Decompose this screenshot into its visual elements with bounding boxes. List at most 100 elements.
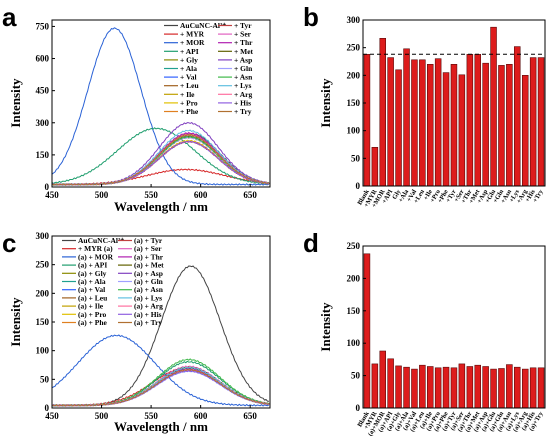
chart-c-series-line: [51, 369, 270, 407]
chart-c-legend: AuCuNC-Al³⁺+ MYR (a)(a) + MOR(a) + API(a…: [62, 236, 164, 327]
chart-c-xtick-label: 650: [243, 411, 257, 421]
legend-label: (a) + MOR: [78, 252, 114, 261]
chart-b-bar: [387, 57, 394, 187]
legend-label: (a) + Pro: [78, 310, 107, 319]
chart-d-ytick-label: 100: [347, 338, 361, 348]
chart-a-legend: AuCuNC-Al³⁺+ MYR+ MOR+ API+ Gly+ Ala+ Va…: [164, 21, 254, 116]
chart-b-ylabel: Intensity: [318, 78, 333, 128]
legend-label: + Asp: [234, 55, 252, 64]
legend-label: + Gln: [234, 64, 253, 73]
chart-c-ytick-label: 50: [40, 374, 50, 384]
chart-d-bar: [458, 363, 466, 409]
chart-c-series-line: [51, 368, 270, 407]
chart-c-series-line: [51, 366, 270, 407]
chart-c-ytick-label: 300: [36, 231, 50, 241]
chart-c-series-line: [51, 360, 270, 407]
panel-label-c: c: [2, 228, 16, 258]
chart-c-series-line: [51, 366, 270, 407]
chart-b-bar: [513, 46, 521, 187]
chart-b-bar: [426, 64, 434, 187]
chart-c-series-line: [51, 366, 270, 407]
legend-label: + Val: [180, 73, 197, 82]
chart-b-bar: [411, 59, 418, 187]
legend-label: AuCuNC-Al³⁺: [78, 236, 124, 245]
chart-d-ytick-label: 250: [347, 241, 361, 251]
chart-b-bar: [442, 72, 450, 187]
chart-d-bar: [387, 358, 394, 409]
legend-label: (a) + Gln: [134, 277, 164, 286]
chart-a-ytick-label: 750: [36, 21, 50, 31]
chart-a-xtick-label: 650: [243, 190, 257, 200]
chart-d-bar: [513, 366, 521, 409]
chart-a-ytick-label: 450: [36, 86, 50, 96]
legend-label: (a) + Asp: [134, 269, 163, 278]
chart-b-bar: [521, 75, 529, 187]
chart-d-bar: [371, 363, 379, 409]
chart-b-bar: [371, 147, 379, 187]
chart-b-bar: [419, 59, 426, 187]
chart-d-plot-frame: [362, 245, 546, 409]
chart-b-bar: [537, 57, 545, 187]
chart-b-bar: [529, 57, 537, 187]
chart-a-ylabel: Intensity: [8, 78, 23, 128]
chart-b-bar: [490, 26, 497, 187]
chart-c-series-line: [51, 369, 270, 407]
legend-label: + Asn: [234, 73, 253, 82]
legend-label: (a) + Thr: [134, 252, 164, 261]
chart-d-bar: [506, 364, 513, 409]
panel-label-b: b: [303, 2, 319, 32]
legend-label: (a) + API: [78, 261, 107, 270]
chart-b-bars: [363, 26, 545, 187]
chart-a-series-line: [51, 127, 270, 185]
legend-label: (a) + Gly: [78, 269, 107, 278]
chart-b-ytick-label: 250: [347, 43, 361, 53]
chart-c: 450 500 550 600 650 0 50 100 150 200 250 300 Wavele…: [8, 231, 271, 434]
legend-label: + Try: [234, 107, 252, 116]
chart-b-bar: [395, 69, 402, 187]
chart-a-xtick-label: 600: [194, 190, 208, 200]
chart-c-series-line: [51, 365, 270, 407]
legend-label: (a) + Try: [134, 318, 162, 327]
chart-b-bar: [498, 65, 505, 187]
chart-b-category-label: +Ile: [423, 188, 435, 201]
legend-label: + MOR: [180, 38, 205, 47]
chart-c-ylabel: Intensity: [8, 297, 23, 347]
legend-label: + Gly: [180, 55, 198, 64]
chart-c-series-line: [51, 367, 270, 407]
legend-label: + His: [234, 98, 251, 107]
legend-label: + MYR: [180, 30, 205, 39]
chart-c-series-group: [51, 265, 270, 407]
chart-d-ytick-label: 50: [351, 371, 361, 381]
legend-label: + Ala: [180, 64, 197, 73]
chart-d-bar: [426, 366, 434, 409]
chart-d-bar: [411, 368, 418, 409]
chart-d-ylabel: Intensity: [318, 302, 333, 352]
chart-a-xtick-label: 550: [144, 190, 158, 200]
chart-a-xtick-label: 500: [95, 190, 109, 200]
legend-label: + Tyr: [234, 21, 252, 30]
chart-a-ytick-label: 0: [45, 182, 50, 192]
legend-label: + Met: [234, 47, 254, 56]
chart-b-bar: [506, 64, 513, 187]
chart-c-ytick-label: 0: [45, 403, 50, 413]
chart-c-xtick-label: 450: [45, 411, 59, 421]
chart-b-bar: [482, 62, 489, 187]
chart-c-ytick-label: 150: [36, 317, 50, 327]
chart-a-ytick-label: 600: [36, 54, 50, 64]
chart-a-ytick-label: 300: [36, 118, 50, 128]
chart-a: 450 500 550 600 650 0 150 300 450 600 750 Waveleng…: [8, 19, 271, 214]
chart-d-bar: [379, 350, 386, 409]
chart-c-xtick-label: 500: [95, 411, 109, 421]
legend-label: (a) + Leu: [78, 293, 107, 302]
chart-d-ytick-label: 150: [347, 306, 361, 316]
legend-label: + Lys: [234, 81, 251, 90]
chart-d-bar: [442, 366, 450, 409]
chart-d-bar: [490, 368, 497, 409]
legend-label: + MYR (a): [78, 244, 113, 253]
chart-b-category-label: Gly: [391, 188, 402, 201]
chart-b-bar: [458, 74, 466, 187]
chart-a-xtick-label: 450: [45, 190, 59, 200]
